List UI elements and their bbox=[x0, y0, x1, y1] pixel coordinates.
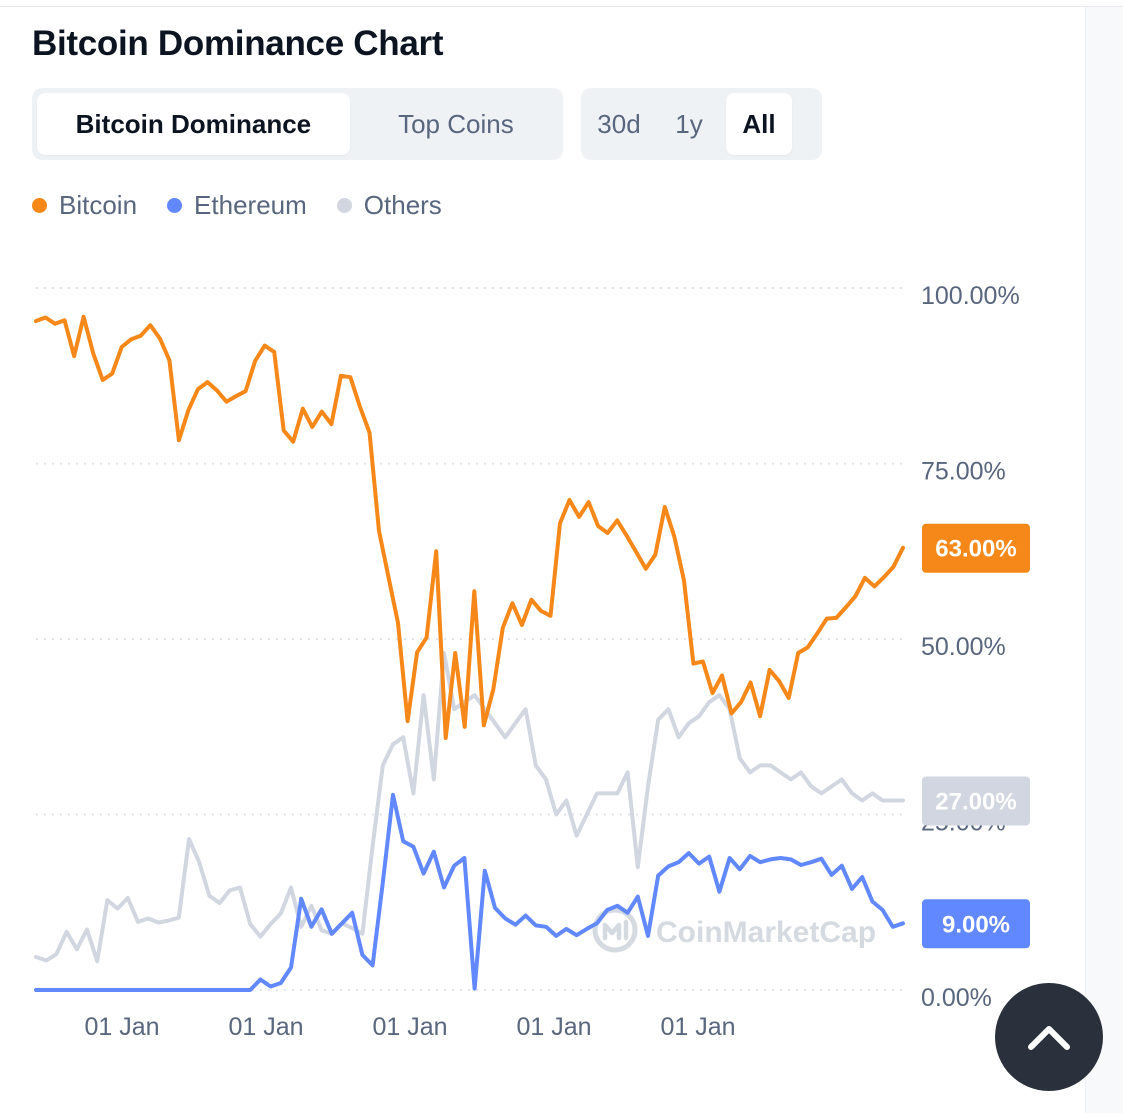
x-tick-label: 01 Jan bbox=[516, 1013, 591, 1041]
legend-label-ethereum: Ethereum bbox=[194, 190, 307, 220]
value-badge-ethereum: 9.00% bbox=[922, 899, 1030, 949]
scroll-to-top-button[interactable] bbox=[995, 983, 1103, 1091]
x-tick-label: 01 Jan bbox=[84, 1013, 159, 1041]
y-tick-label: 0.00% bbox=[921, 984, 992, 1012]
value-badge-others: 27.00% bbox=[922, 776, 1030, 826]
tab-top-coins[interactable]: Top Coins bbox=[354, 93, 558, 155]
value-badge-label: 9.00% bbox=[942, 911, 1010, 938]
view-tabs: Bitcoin Dominance Top Coins bbox=[32, 88, 563, 160]
legend-dot-bitcoin bbox=[32, 198, 47, 213]
value-badge-label: 63.00% bbox=[935, 536, 1016, 563]
chart-series bbox=[34, 314, 905, 992]
series-line-ethereum bbox=[34, 792, 905, 992]
y-tick-label: 100.00% bbox=[921, 282, 1020, 310]
series-line-others bbox=[34, 651, 905, 964]
legend-item-others[interactable]: Others bbox=[336, 190, 442, 221]
x-tick-label: 01 Jan bbox=[660, 1013, 735, 1041]
x-tick-label: 01 Jan bbox=[372, 1013, 447, 1041]
value-badge-label: 27.00% bbox=[935, 788, 1016, 815]
legend-item-ethereum[interactable]: Ethereum bbox=[167, 190, 307, 221]
tab-bitcoin-dominance[interactable]: Bitcoin Dominance bbox=[37, 93, 350, 155]
watermark-text: CoinMarketCap bbox=[656, 916, 876, 949]
legend-dot-others bbox=[336, 198, 352, 213]
range-all[interactable]: All bbox=[726, 93, 792, 155]
range-30d[interactable]: 30d bbox=[586, 93, 652, 155]
value-badge-bitcoin: 63.00% bbox=[922, 523, 1030, 573]
series-line-bitcoin bbox=[34, 314, 905, 740]
y-tick-label: 75.00% bbox=[921, 458, 1006, 486]
chart-legend: Bitcoin Ethereum Others bbox=[32, 190, 442, 221]
chevron-up-icon bbox=[1028, 1026, 1070, 1050]
right-gutter bbox=[1085, 7, 1123, 1113]
legend-dot-ethereum bbox=[167, 198, 183, 213]
legend-label-others: Others bbox=[363, 190, 442, 220]
range-selector: 30d 1y All bbox=[581, 88, 822, 160]
current-value-badges: 63.00% 9.00% 27.00% bbox=[922, 523, 1030, 949]
range-1y[interactable]: 1y bbox=[656, 93, 722, 155]
coinmarketcap-logo-icon bbox=[592, 907, 638, 953]
coinmarketcap-watermark: CoinMarketCap bbox=[592, 907, 876, 953]
legend-label-bitcoin: Bitcoin bbox=[59, 190, 138, 220]
legend-item-bitcoin[interactable]: Bitcoin bbox=[32, 190, 137, 221]
dominance-chart: CoinMarketCap 0.00%25.00%50.00%75.00%100… bbox=[34, 282, 1030, 1041]
x-axis: 01 Jan 01 Jan 01 Jan 01 Jan 01 Jan bbox=[84, 1013, 735, 1041]
x-tick-label: 01 Jan bbox=[228, 1013, 303, 1041]
page-title: Bitcoin Dominance Chart bbox=[32, 24, 444, 63]
y-tick-label: 50.00% bbox=[921, 633, 1006, 661]
top-divider bbox=[0, 6, 1123, 7]
